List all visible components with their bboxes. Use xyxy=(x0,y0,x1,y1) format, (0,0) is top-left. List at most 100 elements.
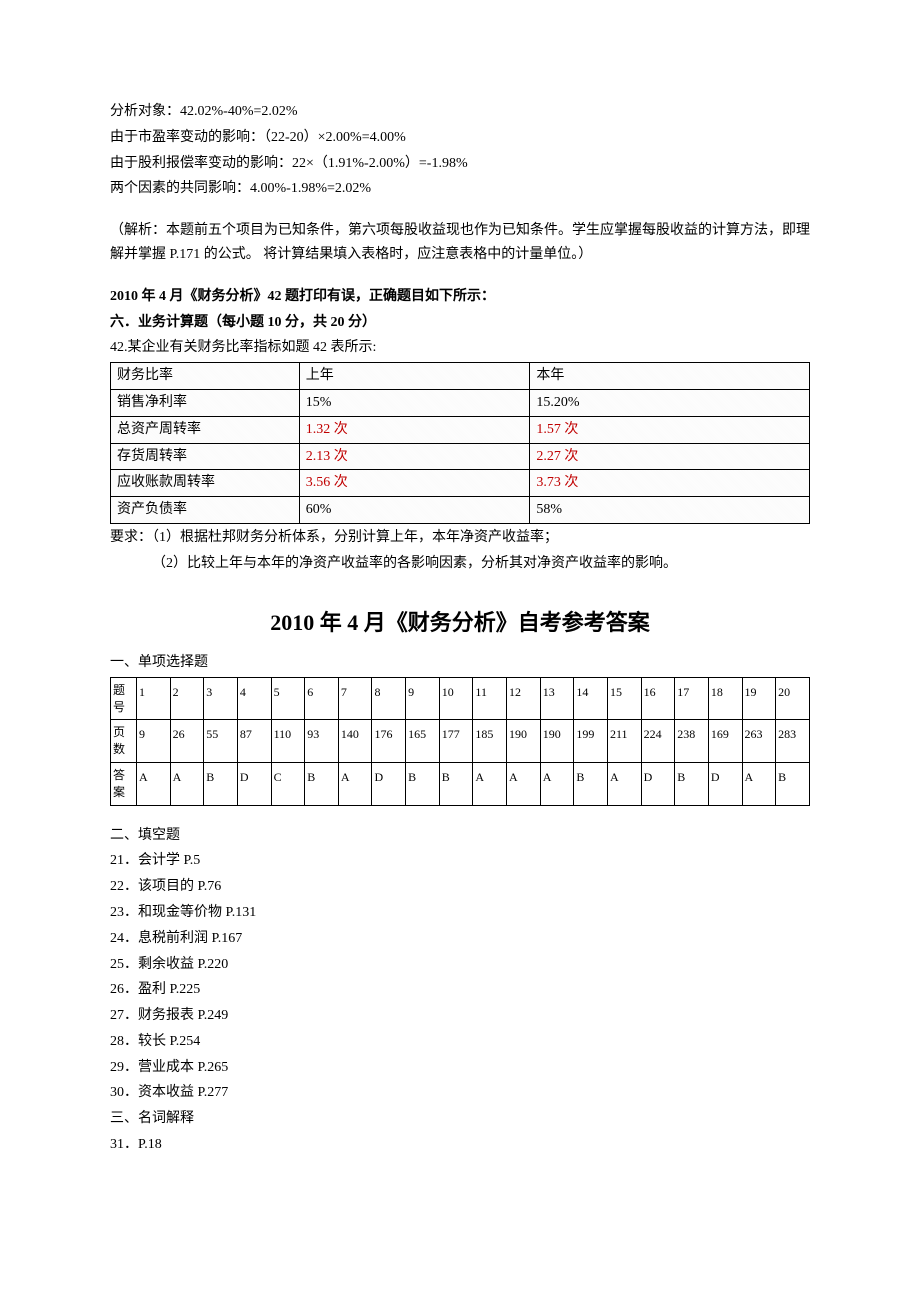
answer-cell: D xyxy=(237,762,271,805)
answer-cell: 263 xyxy=(742,720,776,763)
analysis-line: 由于股利报偿率变动的影响：22×（1.91%-2.00%）=-1.98% xyxy=(110,152,810,176)
fill-item: 30．资本收益 P.277 xyxy=(110,1081,810,1105)
answer-cell: 211 xyxy=(607,720,641,763)
q42-intro: 42.某企业有关财务比率指标如题 42 表所示: xyxy=(110,336,810,360)
answer-cell: 176 xyxy=(372,720,406,763)
answer-table: 题号 1 2 3 4 5 6 7 8 9 10 11 12 13 14 15 1… xyxy=(110,677,810,806)
correction-heading: 2010 年 4 月《财务分析》42 题打印有误，正确题目如下所示： xyxy=(110,285,810,309)
answer-cell: 12 xyxy=(507,677,541,720)
answer-cell: 10 xyxy=(439,677,473,720)
answer-cell: A xyxy=(607,762,641,805)
fill-item: 26．盈利 P.225 xyxy=(110,978,810,1002)
table-row: 存货周转率 2.13 次 2.27 次 xyxy=(111,443,810,470)
answer-cell: 9 xyxy=(406,677,440,720)
answer-cell: 199 xyxy=(574,720,608,763)
answer-cell: 8 xyxy=(372,677,406,720)
answer-cell: A xyxy=(473,762,507,805)
answer-row-label: 题号 xyxy=(111,677,137,720)
answer-table-row-page: 页数 9 26 55 87 110 93 140 176 165 177 185… xyxy=(111,720,810,763)
table-header-row: 财务比率 上年 本年 xyxy=(111,363,810,390)
requirement-2: （2）比较上年与本年的净资产收益率的各影响因素，分析其对净资产收益率的影响。 xyxy=(110,552,810,576)
analysis-line: 由于市盈率变动的影响：（22-20）×2.00%=4.00% xyxy=(110,126,810,150)
ratio-table: 财务比率 上年 本年 销售净利率 15% 15.20% 总资产周转率 1.32 … xyxy=(110,362,810,524)
answer-cell: C xyxy=(271,762,305,805)
answer-cell: 16 xyxy=(641,677,675,720)
fill-item: 25．剩余收益 P.220 xyxy=(110,953,810,977)
ratio-label: 销售净利率 xyxy=(111,389,300,416)
table-row: 应收账款周转率 3.56 次 3.73 次 xyxy=(111,470,810,497)
answer-cell: 13 xyxy=(540,677,574,720)
ratio-curr: 2.27 次 xyxy=(530,443,810,470)
answer-cell: D xyxy=(708,762,742,805)
answer-cell: D xyxy=(372,762,406,805)
answer-cell: 15 xyxy=(607,677,641,720)
answer-cell: 14 xyxy=(574,677,608,720)
requirement-1: 要求：（1）根据杜邦财务分析体系，分别计算上年，本年净资产收益率； xyxy=(110,526,810,550)
table-row: 销售净利率 15% 15.20% xyxy=(111,389,810,416)
answer-cell: 4 xyxy=(237,677,271,720)
answer-cell: 11 xyxy=(473,677,507,720)
ratio-header-cell: 财务比率 xyxy=(111,363,300,390)
answer-cell: 238 xyxy=(675,720,709,763)
answer-table-row-ans: 答案 A A B D C B A D B B A A A B A D B D A… xyxy=(111,762,810,805)
answer-cell: 110 xyxy=(271,720,305,763)
answer-cell: 26 xyxy=(170,720,204,763)
ratio-header-cell: 上年 xyxy=(299,363,530,390)
answer-cell: B xyxy=(675,762,709,805)
answer-cell: 19 xyxy=(742,677,776,720)
mc-section-heading: 一、单项选择题 xyxy=(110,651,810,675)
ratio-prev: 60% xyxy=(299,497,530,524)
answer-cell: 5 xyxy=(271,677,305,720)
answer-cell: B xyxy=(406,762,440,805)
section-six-heading: 六．业务计算题（每小题 10 分，共 20 分） xyxy=(110,311,810,335)
answer-cell: 177 xyxy=(439,720,473,763)
answer-cell: 6 xyxy=(305,677,339,720)
ratio-prev: 3.56 次 xyxy=(299,470,530,497)
answer-cell: A xyxy=(170,762,204,805)
fill-item: 29．营业成本 P.265 xyxy=(110,1056,810,1080)
answer-cell: A xyxy=(540,762,574,805)
answer-cell: 17 xyxy=(675,677,709,720)
ratio-curr: 3.73 次 xyxy=(530,470,810,497)
ratio-label: 应收账款周转率 xyxy=(111,470,300,497)
ratio-header-cell: 本年 xyxy=(530,363,810,390)
answer-cell: 9 xyxy=(137,720,171,763)
answer-row-label: 答案 xyxy=(111,762,137,805)
answer-cell: A xyxy=(338,762,372,805)
analysis-line: 两个因素的共同影响：4.00%-1.98%=2.02% xyxy=(110,177,810,201)
answer-cell: B xyxy=(776,762,810,805)
answer-cell: 283 xyxy=(776,720,810,763)
answer-cell: 87 xyxy=(237,720,271,763)
answer-cell: 190 xyxy=(540,720,574,763)
answer-cell: 93 xyxy=(305,720,339,763)
answer-cell: 2 xyxy=(170,677,204,720)
answer-cell: A xyxy=(507,762,541,805)
ratio-label: 资产负债率 xyxy=(111,497,300,524)
term-item: 31．P.18 xyxy=(110,1133,810,1157)
ratio-curr: 1.57 次 xyxy=(530,416,810,443)
answer-row-label: 页数 xyxy=(111,720,137,763)
answer-cell: B xyxy=(305,762,339,805)
answer-cell: 169 xyxy=(708,720,742,763)
answer-cell: 190 xyxy=(507,720,541,763)
answer-cell: B xyxy=(439,762,473,805)
answer-table-row-num: 题号 1 2 3 4 5 6 7 8 9 10 11 12 13 14 15 1… xyxy=(111,677,810,720)
answer-cell: 7 xyxy=(338,677,372,720)
ratio-curr: 15.20% xyxy=(530,389,810,416)
ratio-label: 存货周转率 xyxy=(111,443,300,470)
fill-item: 28．较长 P.254 xyxy=(110,1030,810,1054)
answer-key-title: 2010 年 4 月《财务分析》自考参考答案 xyxy=(110,604,810,641)
fill-item: 21．会计学 P.5 xyxy=(110,849,810,873)
fill-item: 27．财务报表 P.249 xyxy=(110,1004,810,1028)
ratio-prev: 1.32 次 xyxy=(299,416,530,443)
answer-cell: A xyxy=(137,762,171,805)
answer-cell: 140 xyxy=(338,720,372,763)
analysis-note: （解析：本题前五个项目为已知条件，第六项每股收益现也作为已知条件。学生应掌握每股… xyxy=(110,219,810,267)
answer-cell: 185 xyxy=(473,720,507,763)
answer-cell: 1 xyxy=(137,677,171,720)
fill-item: 24．息税前利润 P.167 xyxy=(110,927,810,951)
answer-cell: 20 xyxy=(776,677,810,720)
answer-cell: D xyxy=(641,762,675,805)
fill-item: 23．和现金等价物 P.131 xyxy=(110,901,810,925)
answer-cell: 3 xyxy=(204,677,238,720)
